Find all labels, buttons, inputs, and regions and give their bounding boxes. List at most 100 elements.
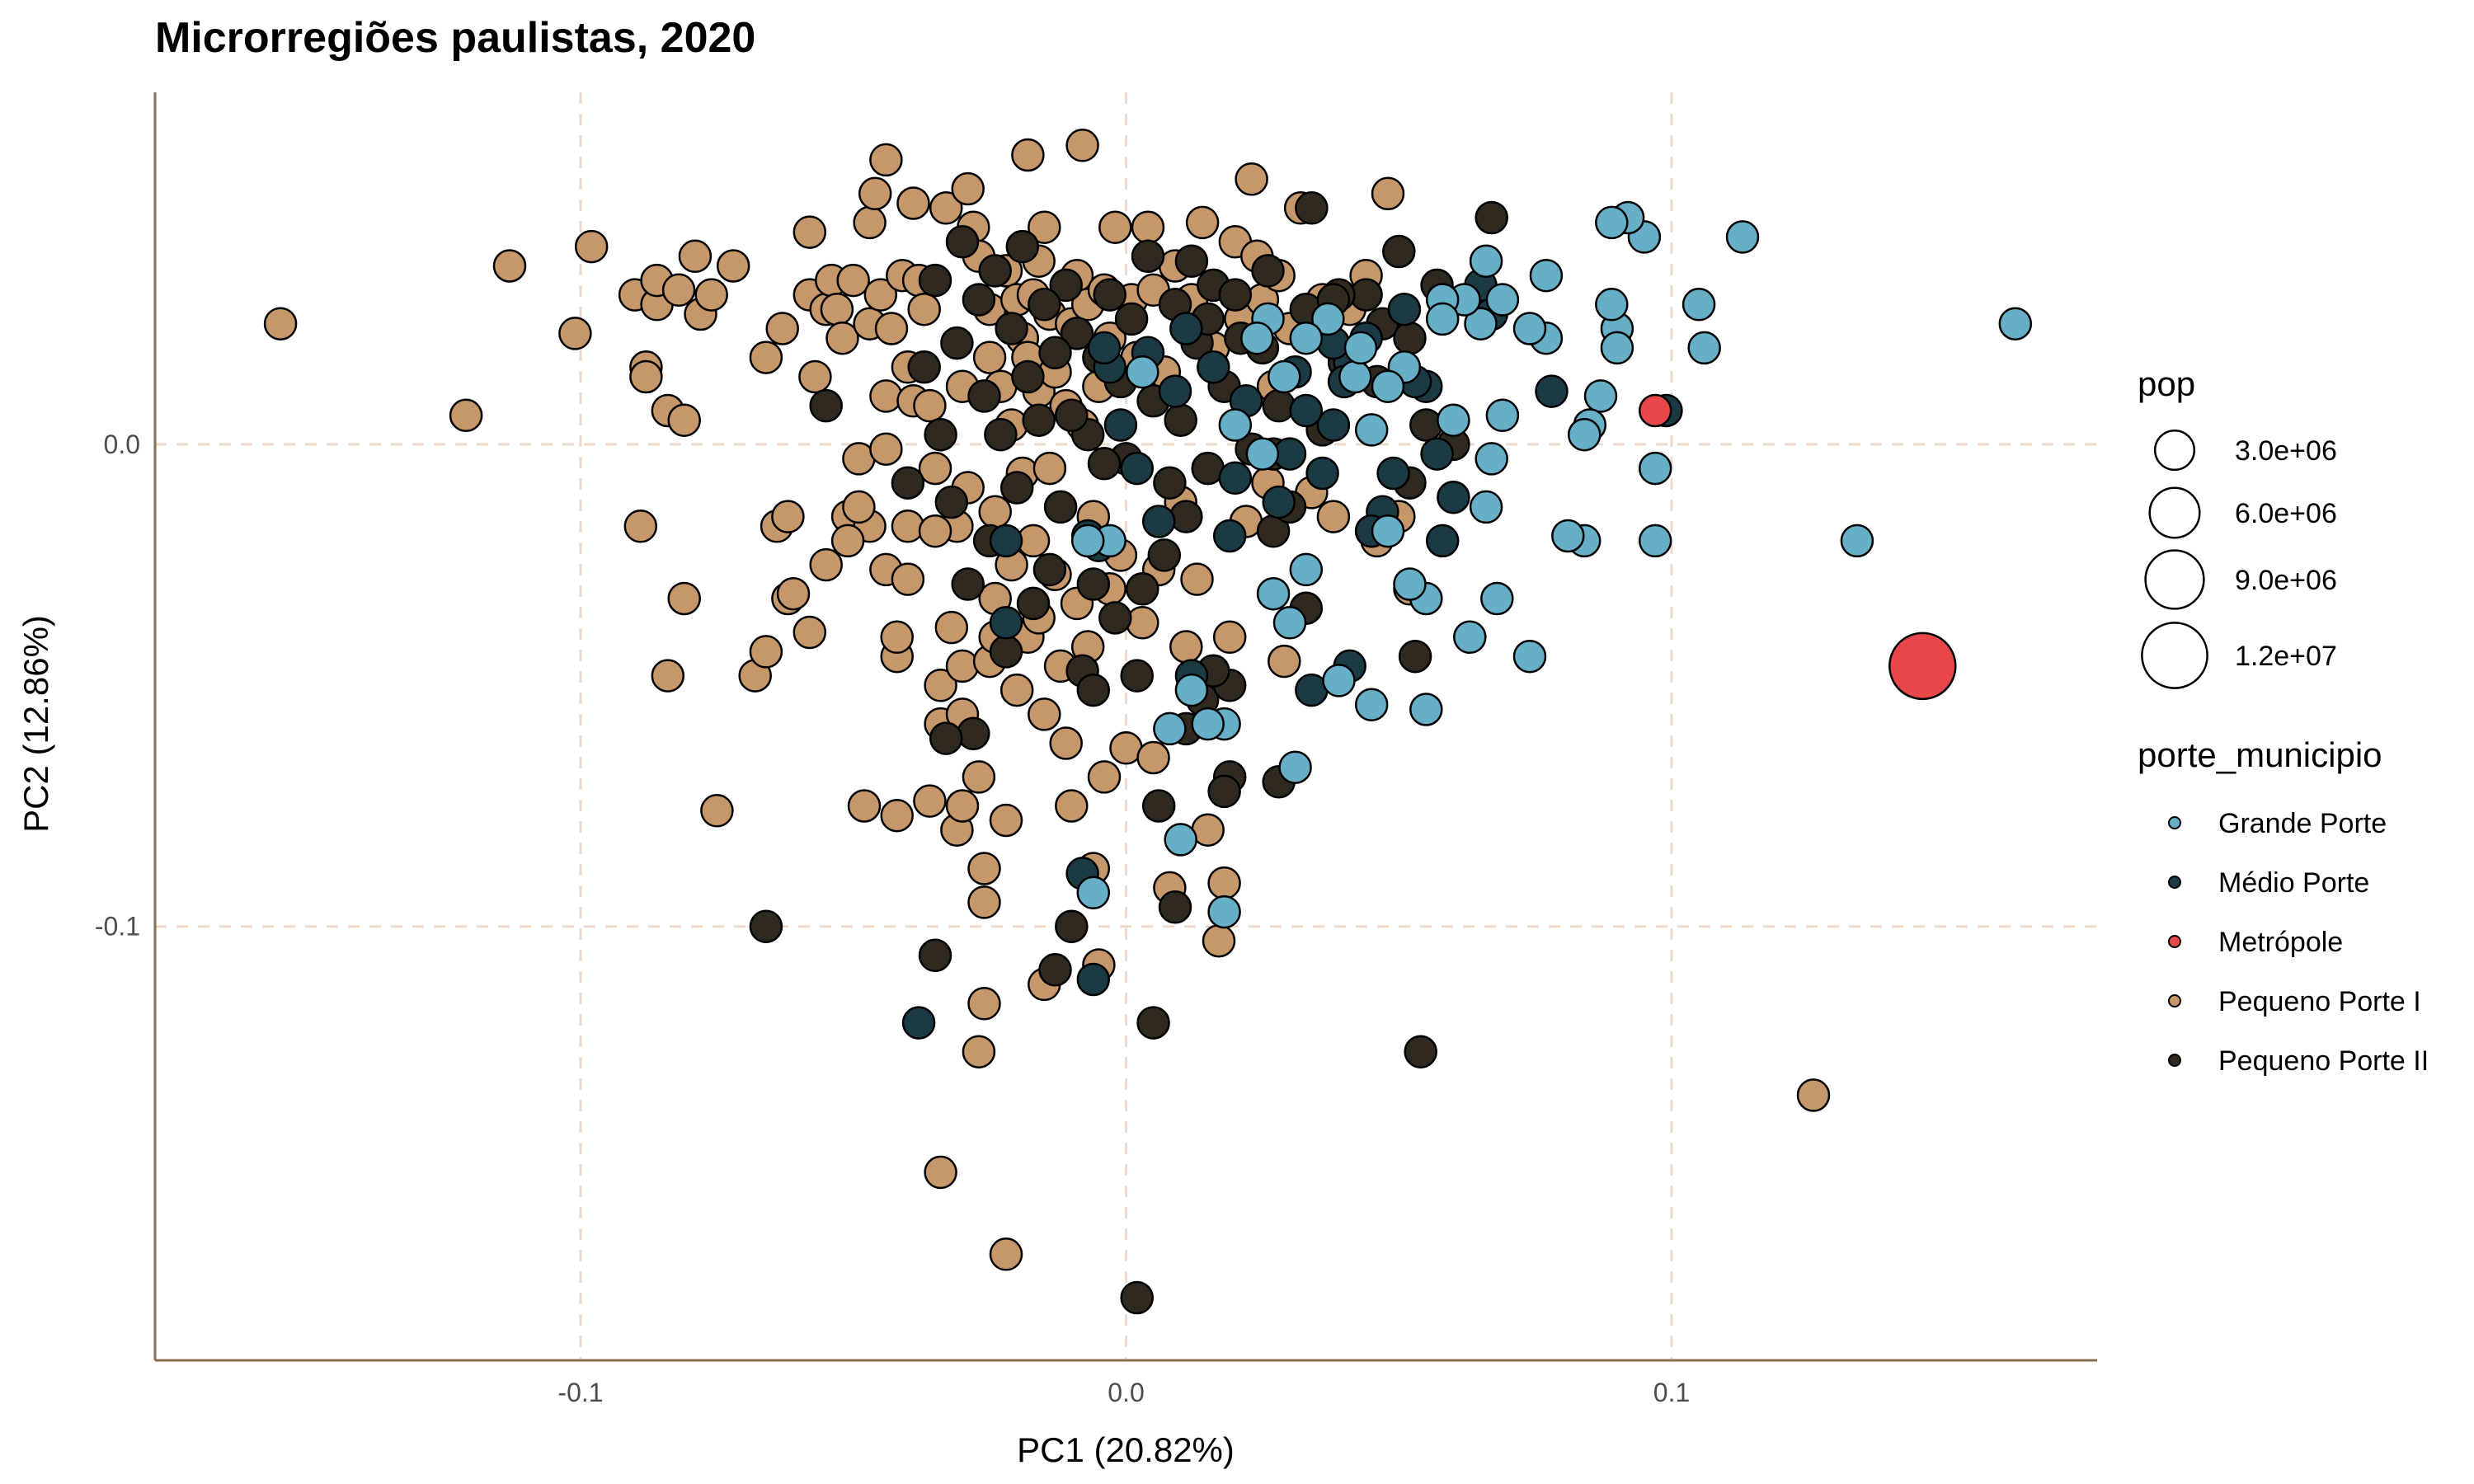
point-pequeno-porte-i bbox=[1212, 620, 1247, 655]
point-pequeno-porte-ii bbox=[1218, 278, 1253, 312]
point-pequeno-porte-i bbox=[874, 312, 909, 345]
point-pequeno-porte-i bbox=[793, 215, 827, 249]
point-pequeno-porte-ii bbox=[1153, 466, 1187, 500]
point-pequeno-porte-ii bbox=[1295, 191, 1329, 225]
point-pequeno-porte-ii bbox=[1475, 200, 1508, 235]
point-pequeno-porte-ii bbox=[1060, 317, 1094, 350]
point-pequeno-porte-i bbox=[1055, 789, 1089, 823]
point-pequeno-porte-i bbox=[869, 143, 903, 177]
point-m-dio-porte bbox=[1437, 480, 1470, 514]
point-pequeno-porte-i bbox=[863, 278, 898, 312]
point-grande-porte bbox=[1840, 524, 1874, 558]
point-pequeno-porte-ii bbox=[1136, 1006, 1170, 1040]
point-pequeno-porte-ii bbox=[924, 417, 957, 452]
color-legend-title: porte_municipio bbox=[2138, 735, 2382, 774]
point-pequeno-porte-ii bbox=[1055, 909, 1089, 943]
point-pequeno-porte-i bbox=[1126, 606, 1159, 640]
x-tick-label: 0.1 bbox=[1653, 1378, 1690, 1407]
point-pequeno-porte-i bbox=[1131, 210, 1165, 244]
color-legend-label: Metrópole bbox=[2218, 927, 2343, 958]
point-pequeno-porte-i bbox=[880, 798, 914, 833]
point-pequeno-porte-i bbox=[678, 239, 713, 274]
point-grande-porte bbox=[1469, 490, 1503, 524]
point-grande-porte bbox=[1240, 321, 1274, 355]
point-pequeno-porte-i bbox=[694, 278, 728, 312]
point-pequeno-porte-i bbox=[1065, 129, 1099, 162]
point-pequeno-porte-i bbox=[989, 1237, 1023, 1271]
point-pequeno-porte-i bbox=[793, 615, 827, 650]
x-tick-label: -0.1 bbox=[557, 1378, 603, 1407]
point-m-dio-porte bbox=[1076, 962, 1111, 997]
point-pequeno-porte-i bbox=[842, 490, 876, 524]
point-grande-porte bbox=[1338, 359, 1372, 394]
point-grande-porte bbox=[1638, 524, 1672, 558]
point-grande-porte bbox=[1595, 205, 1629, 240]
point-pequeno-porte-i bbox=[492, 249, 527, 283]
point-m-dio-porte bbox=[1141, 505, 1176, 538]
point-pequeno-porte-ii bbox=[995, 312, 1028, 345]
point-grande-porte bbox=[1164, 823, 1197, 857]
point-pequeno-porte-ii bbox=[1098, 601, 1132, 635]
point-grande-porte bbox=[1076, 876, 1111, 910]
point-pequeno-porte-i bbox=[999, 673, 1034, 707]
size-legend-label: 3.0e+06 bbox=[2235, 435, 2337, 467]
point-pequeno-porte-ii bbox=[1043, 490, 1078, 524]
point-pequeno-porte-ii bbox=[1114, 302, 1149, 336]
point-pequeno-porte-i bbox=[1268, 644, 1301, 679]
point-pequeno-porte-ii bbox=[1011, 359, 1045, 394]
size-legend-label: 6.0e+06 bbox=[2235, 498, 2337, 529]
point-grande-porte bbox=[1174, 673, 1209, 707]
point-pequeno-porte-i bbox=[951, 171, 985, 206]
point-pequeno-porte-ii bbox=[962, 283, 996, 317]
point-pequeno-porte-ii bbox=[1076, 567, 1111, 601]
point-grande-porte bbox=[1425, 302, 1460, 336]
point-pequeno-porte-i bbox=[962, 760, 996, 794]
point-pequeno-porte-ii bbox=[940, 326, 974, 360]
point-grande-porte bbox=[1453, 620, 1487, 655]
point-pequeno-porte-i bbox=[776, 576, 811, 611]
point-pequeno-porte-ii bbox=[929, 721, 963, 755]
point-m-dio-porte bbox=[1289, 393, 1324, 428]
point-pequeno-porte-i bbox=[820, 292, 854, 326]
point-pequeno-porte-ii bbox=[934, 485, 969, 519]
point-pequeno-porte-ii bbox=[1032, 552, 1067, 587]
size-legend-label: 9.0e+06 bbox=[2235, 565, 2337, 596]
point-pequeno-porte-i bbox=[263, 307, 298, 340]
point-grande-porte bbox=[1469, 244, 1503, 278]
point-pequeno-porte-ii bbox=[809, 388, 843, 423]
point-grande-porte bbox=[1207, 895, 1241, 929]
point-pequeno-porte-ii bbox=[749, 909, 783, 943]
color-legend-key bbox=[2168, 935, 2181, 948]
point-grande-porte bbox=[1512, 312, 1547, 345]
point-grande-porte bbox=[1322, 664, 1356, 697]
point-pequeno-porte-i bbox=[967, 885, 1001, 919]
y-tick-label: -0.1 bbox=[95, 912, 140, 942]
point-pequeno-porte-i bbox=[869, 379, 903, 413]
point-grande-porte bbox=[1638, 451, 1672, 486]
point-grande-porte bbox=[1371, 369, 1405, 403]
point-m-dio-porte bbox=[1103, 408, 1138, 442]
point-pequeno-porte-i bbox=[858, 176, 892, 211]
point-m-dio-porte bbox=[901, 1006, 936, 1040]
point-pequeno-porte-i bbox=[667, 581, 701, 616]
point-pequeno-porte-ii bbox=[1262, 388, 1296, 423]
point-pequeno-porte-ii bbox=[945, 225, 980, 259]
point-pequeno-porte-i bbox=[967, 852, 1001, 885]
point-grande-porte bbox=[1268, 359, 1301, 394]
grid-lines bbox=[155, 92, 2097, 1360]
color-legend-label: Grande Porte bbox=[2218, 808, 2387, 839]
point-grande-porte bbox=[1191, 707, 1225, 741]
point-grande-porte bbox=[1289, 321, 1324, 355]
point-pequeno-porte-i bbox=[853, 205, 887, 240]
y-axis-ticks: -0.1 0.0 bbox=[95, 430, 140, 942]
point-grande-porte bbox=[1681, 288, 1716, 322]
point-pequeno-porte-i bbox=[449, 398, 483, 433]
point-grande-porte bbox=[1551, 519, 1585, 553]
point-m-dio-porte bbox=[1158, 374, 1192, 408]
color-legend-label: Médio Porte bbox=[2218, 867, 2369, 899]
point-pequeno-porte-i bbox=[934, 610, 969, 645]
point-pequeno-porte-ii bbox=[984, 417, 1018, 452]
point-m-dio-porte bbox=[1425, 524, 1460, 558]
point-grande-porte bbox=[1600, 331, 1634, 365]
point-pequeno-porte-ii bbox=[1005, 229, 1040, 264]
